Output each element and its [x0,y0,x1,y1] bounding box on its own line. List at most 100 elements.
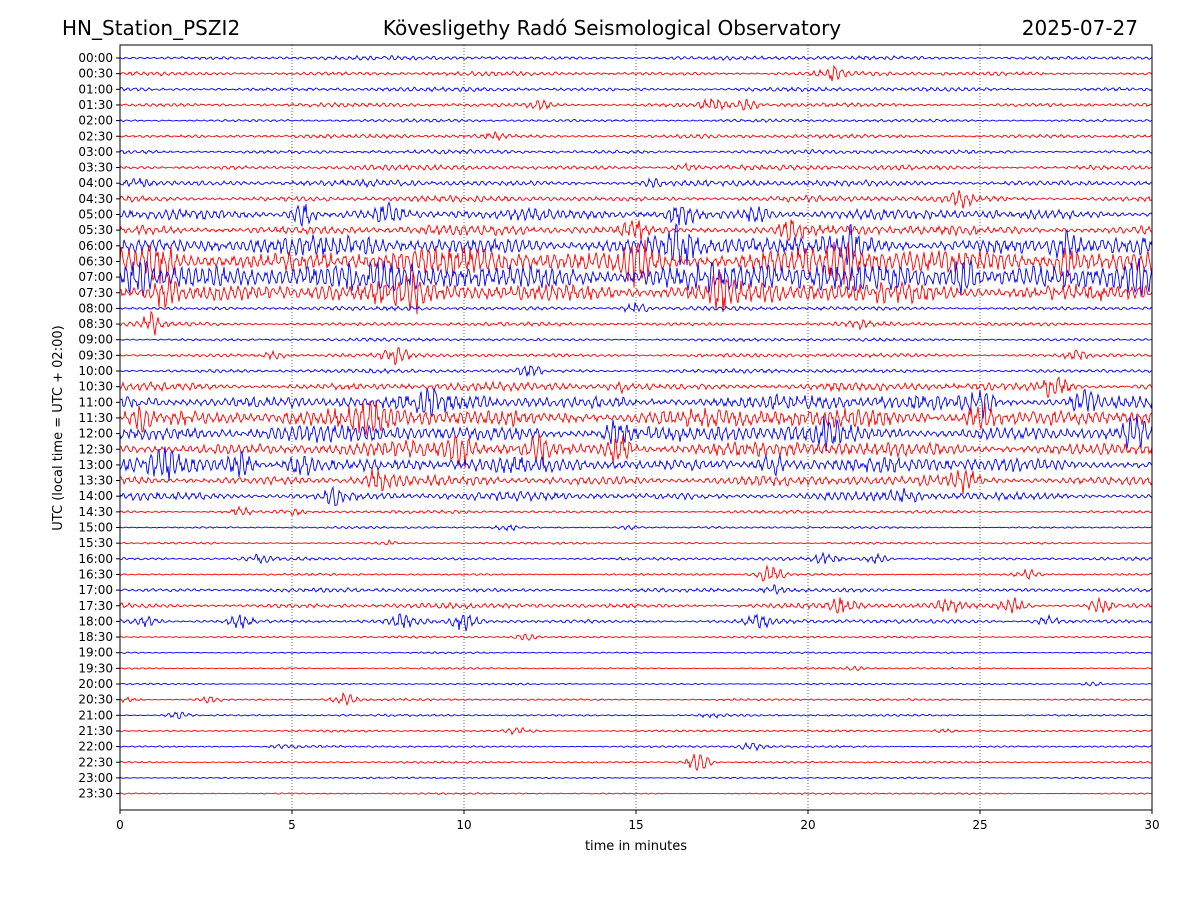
y-tick-label: 01:30 [78,98,113,112]
trace-1230 [119,433,1153,468]
trace-1930 [119,665,1153,672]
y-tick-label: 09:00 [78,333,113,347]
trace-0430 [119,190,1153,209]
trace-1700 [119,584,1153,595]
trace-0730 [119,271,1153,315]
y-tick-label: 03:30 [78,161,113,175]
trace-1330 [119,468,1153,495]
y-tick-label: 11:30 [78,411,113,425]
trace-2200 [119,741,1153,752]
x-axis-label: time in minutes [585,839,687,854]
trace-0230 [119,130,1152,142]
y-axis-label: UTC (local time = UTC + 02:00) [51,325,66,530]
trace-1300 [119,446,1153,482]
y-tick-label: 08:00 [78,301,113,315]
y-tick-label: 01:00 [78,82,113,96]
y-tick-label: 10:00 [78,364,113,378]
trace-0900 [119,337,1153,343]
y-tick-label: 09:30 [78,348,113,362]
trace-0300 [119,149,1153,155]
x-tick-label: 10 [456,818,471,832]
trace-0400 [119,177,1153,189]
y-tick-label: 12:30 [78,442,113,456]
y-tick-label: 07:00 [78,270,113,284]
trace-0800 [119,302,1153,313]
trace-1530 [119,539,1153,546]
y-tick-label: 05:00 [78,208,113,222]
y-tick-label: 14:00 [78,489,113,503]
y-tick-label: 17:30 [78,599,113,613]
trace-0130 [119,98,1153,112]
y-tick-label: 07:30 [78,286,113,300]
trace-2100 [119,711,1153,719]
y-tick-label: 06:00 [78,239,113,253]
y-tick-label: 11:00 [78,395,113,409]
trace-0700 [119,258,1153,297]
trace-0330 [119,161,1153,172]
trace-0200 [119,118,1153,124]
trace-0930 [119,347,1153,366]
y-tick-label: 16:30 [78,567,113,581]
y-tick-label: 13:30 [78,474,113,488]
y-tick-label: 19:00 [78,646,113,660]
y-tick-label: 08:30 [78,317,113,331]
x-tick-label: 25 [972,818,987,832]
trace-0530 [119,219,1153,242]
trace-2000 [119,681,1153,687]
y-tick-label: 18:00 [78,614,113,628]
date-title: 2025-07-27 [1022,16,1138,40]
x-tick-label: 30 [1144,818,1159,832]
x-tick-label: 5 [288,818,296,832]
trace-0500 [119,201,1153,228]
x-tick-label: 15 [628,818,643,832]
y-tick-label: 23:00 [78,771,113,785]
x-tick-label: 0 [116,818,124,832]
trace-1630 [119,564,1153,582]
x-tick-label: 20 [800,818,815,832]
trace-1600 [119,551,1153,565]
y-tick-label: 22:30 [78,755,113,769]
trace-0830 [119,310,1153,336]
y-tick-label: 23:30 [78,787,113,801]
y-tick-label: 00:30 [78,67,113,81]
trace-1030 [119,376,1153,400]
vertical-gridlines [291,45,981,810]
y-tick-label: 10:30 [78,380,113,394]
x-axis: 0 5 10 15 20 25 30 [116,810,1160,832]
y-tick-label: 03:00 [78,145,113,159]
seismic-traces [119,54,1153,796]
trace-0630 [119,240,1153,288]
trace-2030 [119,691,1153,707]
y-tick-label: 12:00 [78,427,113,441]
y-tick-label: 00:00 [78,51,113,65]
trace-1730 [119,596,1153,615]
trace-0030 [119,65,1153,82]
y-tick-label: 06:30 [78,254,113,268]
y-tick-label: 15:30 [78,536,113,550]
trace-0100 [119,86,1153,93]
y-tick-label: 22:00 [78,740,113,754]
y-tick-label: 21:00 [78,708,113,722]
trace-2230 [119,753,1153,772]
trace-2130 [119,727,1153,736]
observatory-title: Kövesligethy Radó Seismological Observat… [383,16,841,40]
y-tick-label: 20:30 [78,693,113,707]
y-tick-label: 13:00 [78,458,113,472]
trace-1900 [119,651,1153,655]
y-tick-label: 19:30 [78,661,113,675]
y-tick-label: 20:00 [78,677,113,691]
y-tick-label: 21:30 [78,724,113,738]
station-title: HN_Station_PSZI2 [62,16,240,40]
trace-1430 [119,505,1153,517]
y-tick-label: 14:30 [78,505,113,519]
y-tick-label: 16:00 [78,552,113,566]
y-tick-label: 02:30 [78,129,113,143]
trace-1200 [119,415,1153,452]
trace-1400 [119,485,1153,506]
y-tick-label: 18:30 [78,630,113,644]
trace-1100 [119,388,1153,419]
trace-1800 [119,613,1153,632]
y-tick-label: 15:00 [78,521,113,535]
